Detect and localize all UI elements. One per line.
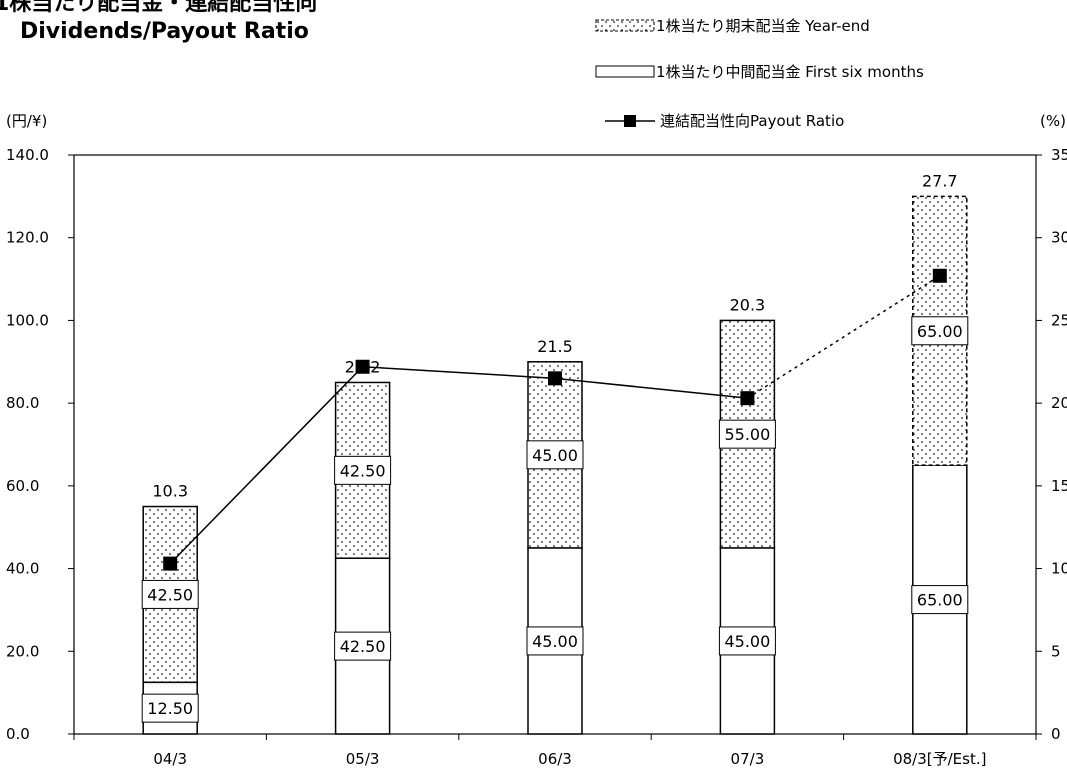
left-tick-label: 0.0 xyxy=(6,725,30,743)
right-axis: 0 5 10 15 20 25 30 35 xyxy=(1036,146,1067,743)
left-tick-label: 80.0 xyxy=(6,394,39,412)
data-label-payout-ratio: 21.5 xyxy=(537,337,573,356)
payout-line-segment xyxy=(362,365,556,380)
data-label-year-end: 55.00 xyxy=(724,425,770,444)
data-label-first-six-months: 12.50 xyxy=(147,699,193,718)
left-tick-label: 20.0 xyxy=(6,642,39,660)
data-label-payout-ratio: 27.7 xyxy=(922,171,958,190)
data-label-payout-ratio: 20.3 xyxy=(730,295,766,314)
legend-label-payout: 連結配当性向Payout Ratio xyxy=(660,112,844,130)
payout-line-segment xyxy=(746,275,941,399)
data-label-year-end: 45.00 xyxy=(532,446,578,465)
right-tick-label: 5 xyxy=(1051,642,1061,660)
data-label-box xyxy=(718,419,776,449)
data-label-box xyxy=(911,585,969,615)
legend-label-first-half: 1株当たり中間配当金 First six months xyxy=(656,63,924,81)
payout-line-segment xyxy=(169,366,364,565)
data-label-box xyxy=(526,626,584,656)
data-label-payout-ratio: 10.3 xyxy=(152,482,188,501)
legend-label-year-end: 1株当たり期末配当金 Year-end xyxy=(656,17,870,35)
payout-line-segment xyxy=(554,377,748,399)
chart-title: 1株当たり配当金・連結配当性向 xyxy=(0,0,317,16)
payout-point xyxy=(548,371,562,386)
data-label-box xyxy=(141,579,199,609)
right-tick-label: 0 xyxy=(1051,725,1061,743)
legend-swatch-year-end xyxy=(595,19,655,32)
payout-point xyxy=(740,391,755,406)
legend-marker-payout xyxy=(624,115,636,127)
data-label-first-six-months: 65.00 xyxy=(917,591,963,610)
left-tick-label: 140.0 xyxy=(6,146,49,164)
right-tick-label: 15 xyxy=(1051,477,1067,495)
data-label-box xyxy=(334,631,392,661)
data-label-year-end: 42.50 xyxy=(147,585,193,604)
x-tick-label: 05/3 xyxy=(346,750,380,768)
left-tick-label: 60.0 xyxy=(6,477,39,495)
left-tick-label: 40.0 xyxy=(6,560,39,578)
x-tick-label: 04/3 xyxy=(153,750,187,768)
x-tick-label: 08/3[予/Est.] xyxy=(893,750,986,768)
right-tick-label: 30 xyxy=(1051,229,1067,247)
left-axis-unit: (円/¥) xyxy=(6,112,47,130)
bars: 12.5042.5010.342.5042.5022.245.0045.0021… xyxy=(141,171,969,735)
data-label-box xyxy=(141,693,199,723)
data-label-box xyxy=(334,455,392,485)
data-label-year-end: 42.50 xyxy=(340,461,386,480)
left-tick-label: 100.0 xyxy=(6,311,49,329)
right-tick-label: 25 xyxy=(1051,311,1067,329)
data-label-first-six-months: 42.50 xyxy=(340,637,386,656)
payout-point xyxy=(355,359,370,374)
legend: 1株当たり期末配当金 Year-end 1株当たり中間配当金 First six… xyxy=(595,17,924,130)
data-label-box xyxy=(526,440,584,470)
left-axis: 0.0 20.0 40.0 60.0 80.0 100.0 120.0 140.0 xyxy=(6,146,74,743)
data-label-year-end: 65.00 xyxy=(917,322,963,341)
right-tick-label: 35 xyxy=(1051,146,1067,164)
payout-point xyxy=(163,556,178,571)
right-axis-unit: (%) xyxy=(1040,112,1066,130)
x-tick-label: 06/3 xyxy=(538,750,572,768)
data-label-box xyxy=(718,626,776,656)
data-label-box xyxy=(911,316,969,346)
chart-subtitle: Dividends/Payout Ratio xyxy=(20,19,309,44)
left-tick-label: 120.0 xyxy=(6,229,49,247)
x-tick-label: 07/3 xyxy=(731,750,765,768)
payout-point xyxy=(932,268,947,283)
data-label-first-six-months: 45.00 xyxy=(724,632,770,651)
payout-ratio-line xyxy=(163,268,947,571)
legend-swatch-first-half xyxy=(595,65,655,78)
right-tick-label: 10 xyxy=(1051,560,1067,578)
right-tick-label: 20 xyxy=(1051,394,1067,412)
x-axis: 04/3 05/3 06/3 07/3 08/3[予/Est.] xyxy=(73,734,1037,768)
data-label-first-six-months: 45.00 xyxy=(532,632,578,651)
